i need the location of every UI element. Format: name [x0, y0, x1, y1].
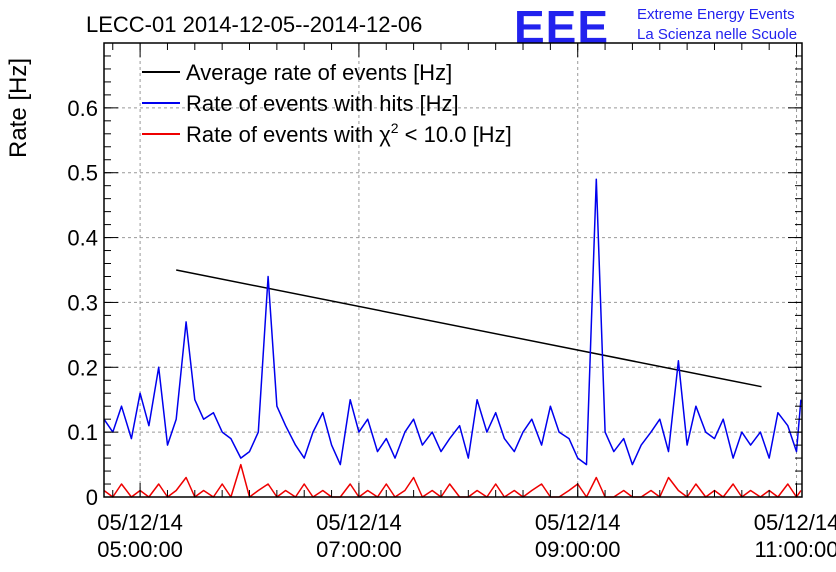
legend-label-average: Average rate of events [Hz]: [186, 60, 452, 85]
x-tick-label-date: 05/12/14: [754, 510, 836, 535]
legend-label-chi2: Rate of events with χ2 < 10.0 [Hz]: [186, 120, 512, 147]
chart-title: LECC-01 2014-12-05--2014-12-06: [86, 12, 422, 37]
y-axis-title: Rate [Hz]: [5, 58, 32, 158]
data-series: [103, 178, 802, 498]
grid-lines: [104, 43, 802, 497]
x-tick-label-time: 11:00:00: [755, 537, 836, 562]
x-tick-label-date: 05/12/14: [97, 510, 183, 535]
hits-rate-line: [103, 178, 802, 466]
x-tick-label-time: 09:00:00: [535, 537, 621, 562]
y-tick-label: 0.1: [67, 420, 98, 445]
y-tick-label: 0.2: [67, 355, 98, 380]
plot-frame: [103, 42, 803, 498]
x-tick-label-time: 07:00:00: [316, 537, 402, 562]
eee-logo-line2: La Scienza nelle Scuole: [637, 26, 797, 43]
x-tick-label-time: 05:00:00: [97, 537, 183, 562]
axis-ticks: [104, 42, 802, 498]
x-tick-labels: 05/12/1405:00:0005/12/1407:00:0005/12/14…: [97, 510, 836, 562]
y-tick-label: 0.6: [67, 96, 98, 121]
eee-logo: EEE Extreme Energy Events La Scienza nel…: [514, 1, 797, 53]
x-tick-label-date: 05/12/14: [316, 510, 402, 535]
y-tick-label: 0: [86, 485, 98, 510]
average-rate-line: [176, 269, 762, 388]
y-tick-labels: 0 0.1 0.2 0.3 0.4 0.5 0.6: [67, 96, 98, 510]
x-tick-label-date: 05/12/14: [535, 510, 621, 535]
legend-label-hits: Rate of events with hits [Hz]: [186, 91, 459, 116]
eee-logo-line1: Extreme Energy Events: [637, 6, 795, 23]
y-tick-label: 0.4: [67, 226, 98, 251]
y-tick-label: 0.5: [67, 161, 98, 186]
eee-logo-letters: EEE: [514, 1, 609, 53]
chi2-rate-line: [103, 463, 802, 498]
legend: Average rate of events [Hz] Rate of even…: [142, 60, 512, 147]
y-tick-label: 0.3: [67, 290, 98, 315]
